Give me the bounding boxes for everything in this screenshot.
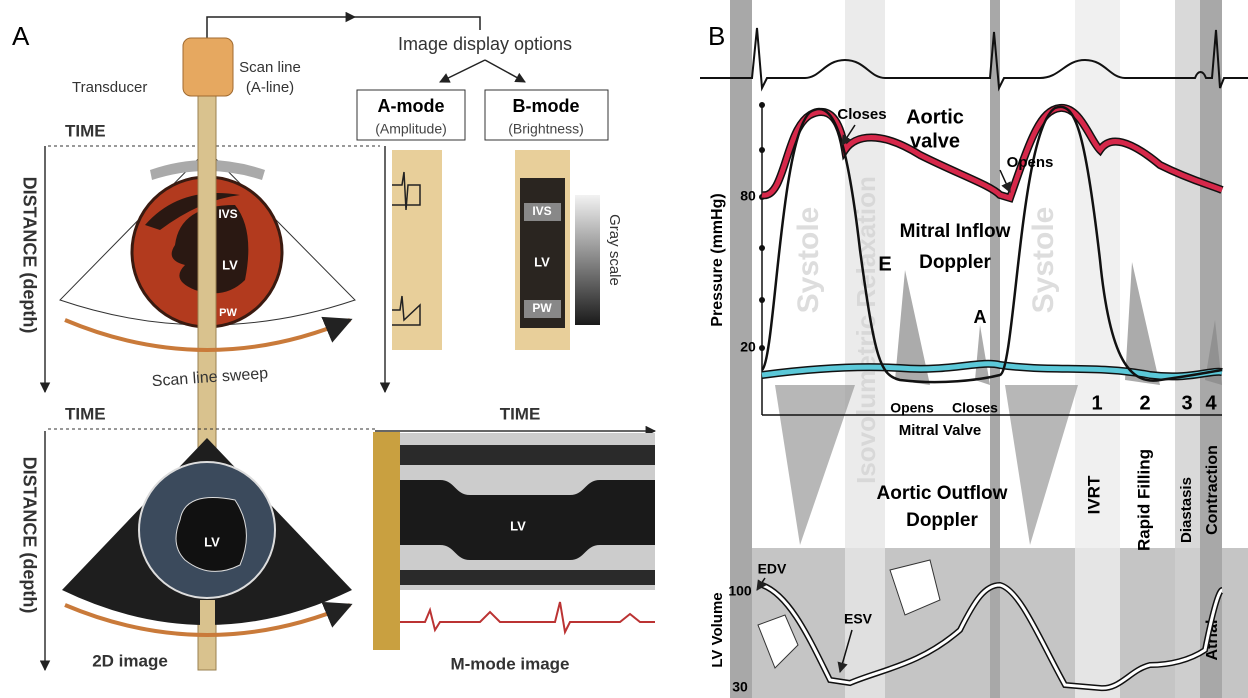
wave-label: E bbox=[878, 253, 891, 275]
connector bbox=[207, 17, 355, 40]
page: A Image display options Transducer Scan … bbox=[0, 0, 1248, 698]
phase-band bbox=[1175, 0, 1200, 698]
transducer bbox=[183, 38, 233, 96]
tick-label: 100 bbox=[728, 583, 752, 599]
axis-label: TIME bbox=[65, 121, 106, 140]
tick-label: 20 bbox=[740, 339, 756, 355]
annotation: Mitral Inflow bbox=[900, 221, 1011, 242]
phase-label: Rapid Filling bbox=[1134, 449, 1153, 551]
connector bbox=[355, 17, 480, 30]
annotation: Mitral Valve bbox=[899, 422, 982, 439]
tick-label: 30 bbox=[732, 679, 748, 695]
axis-label: DISTANCE (depth) bbox=[19, 457, 39, 614]
wave-label: A bbox=[974, 307, 987, 327]
annotation: Opens bbox=[890, 400, 934, 416]
heart-label: PW bbox=[219, 307, 237, 319]
annotation: Doppler bbox=[906, 510, 978, 531]
panel-a: A Image display options Transducer Scan … bbox=[12, 17, 655, 673]
panel-b: B Systole Systole Isovolumetric Relaxati… bbox=[700, 0, 1248, 698]
caption: 2D image bbox=[92, 651, 168, 670]
annotation: Closes bbox=[837, 106, 886, 123]
b-mode-label: PW bbox=[532, 301, 552, 315]
axis-label: TIME bbox=[500, 404, 541, 423]
phase-number: 3 bbox=[1181, 392, 1192, 414]
axis-title: Pressure (mmHg) bbox=[709, 193, 726, 326]
caption: M-mode image bbox=[450, 654, 569, 673]
m-mode-wall bbox=[400, 570, 655, 585]
phase-number: 2 bbox=[1139, 392, 1150, 414]
image-label: LV bbox=[204, 534, 220, 549]
mode-subtitle: (Amplitude) bbox=[375, 121, 447, 137]
b-mode-label: IVS bbox=[532, 204, 551, 218]
mode-title: A-mode bbox=[378, 96, 445, 116]
axis-title: LV Volume bbox=[709, 592, 726, 667]
ecg bbox=[400, 602, 655, 632]
phase-band bbox=[990, 0, 1000, 698]
mode-title: B-mode bbox=[513, 96, 580, 116]
annotation: Closes bbox=[952, 400, 998, 416]
phase-number: 4 bbox=[1205, 392, 1217, 414]
b-mode-label: LV bbox=[534, 254, 550, 269]
phase-watermark: Systole bbox=[1027, 207, 1060, 314]
heading: Image display options bbox=[398, 34, 572, 54]
a-mode-strip bbox=[392, 150, 442, 350]
axis-label: DISTANCE (depth) bbox=[19, 177, 39, 334]
label: (A-line) bbox=[246, 79, 294, 96]
label: Scan line bbox=[239, 59, 301, 76]
label: Gray scale bbox=[606, 214, 623, 286]
m-mode-wall bbox=[400, 445, 655, 465]
phase-label: Diastasis bbox=[1178, 477, 1195, 543]
arrow bbox=[1000, 170, 1010, 192]
panel-label: B bbox=[708, 21, 725, 51]
arrow bbox=[440, 60, 485, 82]
annotation: valve bbox=[910, 130, 960, 152]
annotation: Opens bbox=[1007, 154, 1054, 171]
heart-label: LV bbox=[222, 257, 238, 272]
scan-line bbox=[200, 600, 215, 645]
phase-band bbox=[1075, 0, 1120, 698]
phase-number: 1 bbox=[1091, 392, 1102, 414]
phase-watermark: Systole bbox=[792, 207, 825, 314]
phase-label: IVRT bbox=[1084, 475, 1103, 514]
axis-label: TIME bbox=[65, 404, 106, 423]
heart-label: IVS bbox=[218, 207, 237, 221]
arrow bbox=[485, 60, 525, 82]
ecg bbox=[700, 28, 1248, 88]
gray-scale bbox=[575, 195, 600, 325]
annotation: Doppler bbox=[919, 252, 991, 273]
figure: A Image display options Transducer Scan … bbox=[0, 0, 1248, 698]
annotation: Aortic bbox=[906, 106, 964, 128]
annotation: Aortic Outflow bbox=[877, 483, 1008, 504]
image-label: LV bbox=[510, 518, 526, 533]
annotation: ESV bbox=[844, 611, 873, 627]
label: Transducer bbox=[72, 79, 147, 96]
panel-label: A bbox=[12, 21, 30, 51]
mode-subtitle: (Brightness) bbox=[508, 121, 583, 137]
tick-label: 80 bbox=[740, 188, 756, 204]
annotation: EDV bbox=[758, 561, 787, 577]
phase-label: Contraction bbox=[1204, 445, 1221, 535]
m-mode-strip bbox=[373, 432, 400, 650]
